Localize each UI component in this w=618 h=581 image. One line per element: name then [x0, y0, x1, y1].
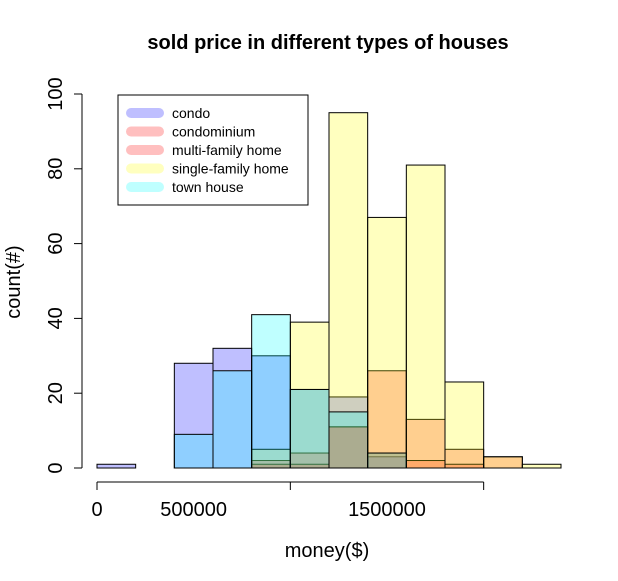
y-tick-label: 40 — [45, 307, 67, 329]
y-tick-label: 20 — [45, 382, 67, 404]
bar-single-family-home — [289, 321, 330, 469]
bars-layer — [96, 112, 562, 469]
legend-label-single-family-home: single-family home — [172, 161, 289, 177]
chart-title: sold price in different types of houses — [147, 32, 508, 54]
bar-condominium — [405, 418, 446, 469]
legend-label-condo: condo — [172, 105, 210, 121]
x-axis: 0 500000 1500000 — [91, 481, 485, 521]
bar-town-house — [212, 370, 253, 469]
bar-town-house — [367, 452, 407, 469]
legend-label-town-house: town house — [172, 179, 244, 195]
y-axis-label: count(#) — [3, 245, 25, 318]
bar-multi-family-home — [328, 426, 369, 469]
legend-label-condominium: condominium — [172, 124, 255, 140]
y-axis: 0 20 40 60 80 100 — [45, 77, 83, 474]
x-tick-label: 1500000 — [348, 499, 426, 521]
y-tick-label: 100 — [45, 77, 67, 110]
bar-town-house — [251, 314, 291, 469]
bar-town-house — [328, 411, 369, 469]
legend-label-multi-family-home: multi-family home — [172, 142, 282, 158]
bar-single-family-home — [521, 463, 562, 469]
bar-single-family-home — [444, 381, 485, 469]
bar-town-house — [173, 433, 214, 469]
legend: condo condominium multi-family home single-… — [117, 94, 309, 206]
bar-condo — [96, 463, 137, 469]
x-tick-label: 500000 — [160, 499, 227, 521]
y-tick-label: 0 — [45, 462, 67, 473]
bar-single-family-home — [328, 112, 369, 469]
bar-single-family-home — [405, 164, 446, 469]
x-axis-label: money($) — [285, 540, 369, 562]
bar-single-family-home — [483, 456, 523, 469]
bar-town-house — [289, 388, 330, 469]
bar-condominium — [367, 370, 407, 469]
legend-box — [117, 94, 309, 206]
bar-single-family-home — [367, 216, 407, 469]
y-tick-label: 60 — [45, 232, 67, 254]
y-tick-label: 80 — [45, 158, 67, 180]
x-tick-label: 0 — [91, 499, 102, 521]
bar-condo — [328, 396, 369, 469]
